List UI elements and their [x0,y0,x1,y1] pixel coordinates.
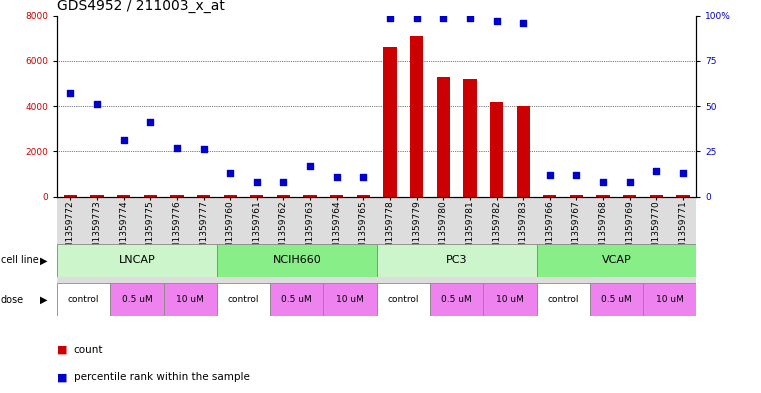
Text: control: control [547,295,579,304]
Bar [537,283,590,316]
Text: control: control [387,295,419,304]
Bar [217,283,270,316]
Bar [197,195,210,196]
Bar [543,195,556,196]
Bar [330,195,343,196]
Bar [117,195,130,196]
Bar [377,283,430,316]
Bar [517,106,530,196]
Bar [91,195,103,196]
Text: ▶: ▶ [40,255,48,265]
Bar [463,79,476,196]
Text: ▶: ▶ [40,295,48,305]
Point [411,15,423,21]
Text: count: count [74,345,103,355]
Bar [57,244,217,277]
Bar [110,283,164,316]
Point [277,179,289,185]
Text: LNCAP: LNCAP [119,255,155,265]
Text: 10 uM: 10 uM [336,295,364,304]
Text: PC3: PC3 [446,255,467,265]
Bar [377,244,537,277]
Text: percentile rank within the sample: percentile rank within the sample [74,372,250,382]
Point [145,119,157,125]
Text: VCAP: VCAP [601,255,632,265]
Bar [277,195,290,196]
Bar [597,195,610,196]
Point [463,15,476,21]
Text: ■: ■ [57,372,68,382]
Bar [410,36,423,197]
Bar [64,195,77,196]
Point [304,163,317,169]
Point [117,137,129,143]
Bar [590,283,643,316]
Bar [430,283,483,316]
Point [384,15,396,21]
Bar [323,283,377,316]
Bar [677,195,689,196]
Point [330,173,342,180]
Text: dose: dose [1,295,24,305]
Point [543,172,556,178]
Bar [650,195,663,196]
Point [650,168,662,174]
Text: 0.5 uM: 0.5 uM [441,295,472,304]
Point [490,18,502,24]
Point [250,179,263,185]
Point [437,15,449,21]
Text: 10 uM: 10 uM [496,295,524,304]
Text: 10 uM: 10 uM [177,295,204,304]
Bar [623,195,636,196]
Bar [164,283,217,316]
Bar [643,283,696,316]
Bar [357,195,370,196]
Point [198,146,210,152]
Text: 0.5 uM: 0.5 uM [601,295,632,304]
Bar [304,195,317,196]
Point [64,90,76,97]
Bar [250,195,263,196]
Bar [384,48,396,196]
Text: cell line: cell line [1,255,39,265]
Text: ■: ■ [57,345,68,355]
Text: 0.5 uM: 0.5 uM [282,295,312,304]
Point [91,101,103,107]
Text: control: control [68,295,100,304]
Bar [144,195,157,196]
Point [517,20,530,26]
Bar [57,283,110,316]
Bar [224,195,237,196]
Point [170,145,183,151]
Bar [570,195,583,196]
Point [624,179,636,185]
Point [224,170,236,176]
Text: NCIH660: NCIH660 [272,255,321,265]
Point [597,179,609,185]
Bar [217,244,377,277]
Bar [437,77,450,196]
Text: 0.5 uM: 0.5 uM [122,295,152,304]
Text: 10 uM: 10 uM [656,295,683,304]
Point [571,172,583,178]
Bar [170,195,183,196]
Bar [270,283,323,316]
Text: control: control [228,295,260,304]
Point [677,170,689,176]
Bar [537,244,696,277]
Bar [490,101,503,196]
Bar [483,283,537,316]
Text: GDS4952 / 211003_x_at: GDS4952 / 211003_x_at [57,0,225,13]
Point [357,173,369,180]
